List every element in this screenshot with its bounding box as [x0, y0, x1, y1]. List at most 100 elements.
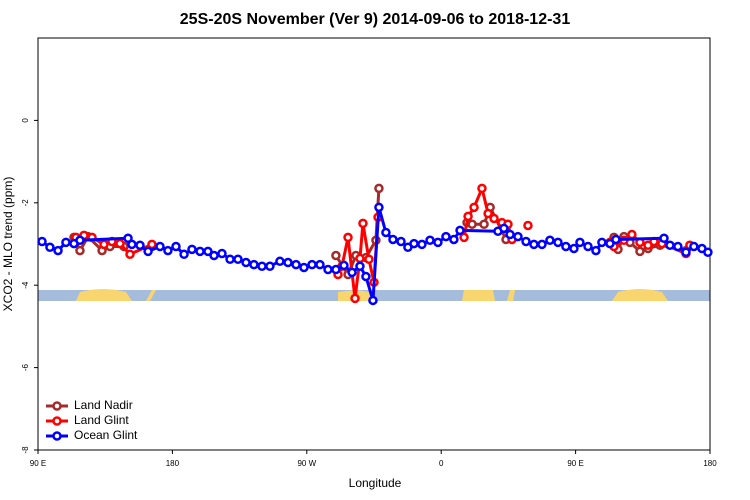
data-point: [425, 235, 435, 246]
data-point: [459, 232, 469, 243]
data-point: [537, 239, 547, 250]
legend-label: Land Nadir: [74, 398, 133, 412]
x-tick-label: 180: [703, 459, 717, 468]
data-point: [374, 202, 384, 213]
data-point: [575, 237, 585, 248]
data-point: [249, 259, 259, 270]
data-point: [331, 250, 341, 261]
data-point: [75, 245, 85, 256]
data-point: [477, 183, 487, 194]
data-point: [61, 237, 71, 248]
data-point: [225, 254, 235, 264]
data-point: [147, 239, 157, 250]
data-point: [591, 245, 601, 256]
data-point: [449, 234, 459, 245]
data-point: [441, 231, 451, 242]
data-point: [463, 211, 473, 222]
land-blob: [146, 290, 156, 301]
data-point: [143, 246, 153, 257]
data-point: [361, 271, 371, 282]
data-point: [171, 241, 181, 252]
data-point: [659, 233, 669, 243]
data-point: [673, 241, 683, 252]
data-point: [583, 241, 593, 252]
x-tick-label: 90 E: [30, 459, 46, 468]
data-point: [217, 248, 227, 259]
data-point: [343, 232, 353, 243]
y-tick-label: -2: [21, 199, 30, 207]
data-point: [665, 240, 675, 250]
x-tick-label: 90 E: [567, 459, 583, 468]
data-point: [505, 229, 515, 240]
data-point: [364, 254, 374, 264]
series-line: [72, 188, 687, 276]
data-point: [611, 234, 621, 245]
data-point: [529, 239, 539, 250]
data-point: [315, 259, 325, 270]
data-point: [233, 254, 243, 264]
data-point: [409, 238, 419, 249]
legend-swatch-marker: [52, 416, 62, 426]
data-point: [521, 236, 531, 247]
x-tick-label: 90 W: [297, 459, 316, 468]
data-point: [307, 259, 317, 270]
data-point: [127, 239, 137, 250]
data-point: [561, 241, 571, 252]
land-blob: [462, 290, 495, 301]
land-blob: [507, 290, 515, 301]
data-point: [179, 249, 189, 260]
data-point: [75, 235, 85, 246]
data-point: [135, 240, 145, 250]
data-point: [703, 247, 713, 257]
data-point: [53, 245, 63, 256]
data-point: [283, 257, 293, 268]
legend-label: Land Glint: [74, 413, 129, 427]
y-tick-label: -6: [21, 363, 30, 371]
data-point: [241, 257, 251, 268]
data-point: [37, 236, 47, 247]
data-point: [635, 246, 645, 257]
legend-swatch-marker: [52, 431, 62, 441]
legend-swatch-marker: [52, 401, 62, 411]
data-point: [209, 250, 219, 261]
data-point: [358, 218, 368, 229]
data-point: [553, 237, 563, 248]
data-point: [388, 234, 398, 245]
data-point: [163, 245, 173, 256]
land-blob: [76, 289, 132, 301]
data-point: [99, 239, 109, 250]
data-point: [479, 219, 489, 229]
data-point: [597, 237, 607, 248]
data-point: [605, 238, 615, 249]
data-point: [467, 219, 477, 229]
land-blob: [612, 289, 668, 301]
legend-label: Ocean Glint: [74, 428, 138, 442]
data-point: [355, 261, 365, 271]
data-point: [569, 243, 579, 254]
data-point: [125, 249, 135, 260]
data-point: [455, 225, 465, 236]
y-tick-label: 0: [21, 118, 30, 123]
data-point: [523, 220, 533, 231]
data-point: [681, 247, 691, 257]
data-point: [203, 246, 213, 257]
data-point: [265, 261, 275, 271]
data-point: [689, 241, 699, 252]
data-point: [368, 295, 378, 306]
chart-title: 25S-20S November (Ver 9) 2014-09-06 to 2…: [180, 11, 571, 28]
x-tick-label: 180: [166, 459, 180, 468]
x-axis-label: Longitude: [349, 476, 402, 490]
y-tick-label: -8: [21, 446, 30, 454]
data-point: [323, 264, 333, 275]
data-point: [374, 183, 384, 194]
y-axis-label: XCO2 - MLO trend (ppm): [1, 177, 15, 312]
data-point: [257, 261, 267, 271]
data-point: [331, 264, 341, 275]
data-point: [545, 235, 555, 246]
data-point: [347, 267, 357, 278]
data-point: [355, 253, 365, 264]
x-tick-label: 0: [439, 459, 444, 468]
data-point: [45, 242, 55, 253]
data-point: [350, 293, 360, 304]
